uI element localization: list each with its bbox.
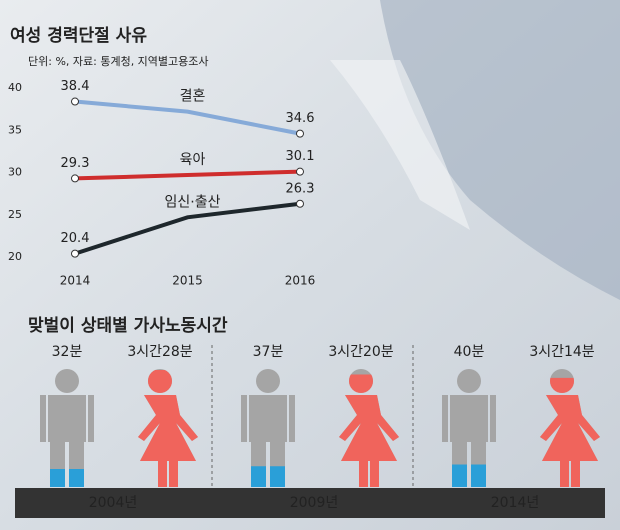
y-tick-label: 30 — [8, 166, 22, 179]
background-photo — [330, 60, 470, 230]
data-label: 29.3 — [61, 156, 90, 171]
figure-body — [452, 464, 486, 487]
x-tick-label: 2014 — [60, 274, 91, 288]
figure-fill — [138, 370, 198, 487]
figure — [241, 369, 295, 487]
figure-body — [339, 395, 399, 487]
figure-body — [50, 469, 84, 487]
value-label: 3시간14분 — [529, 344, 594, 360]
x-tick-label: 2015 — [172, 274, 203, 288]
chart-subtitle: 단위: %, 자료: 통계청, 지역별고용조사 — [28, 55, 209, 68]
figure-head — [457, 369, 481, 393]
data-label: 26.3 — [286, 181, 315, 196]
figure — [442, 369, 496, 487]
figure-head — [256, 369, 280, 393]
data-label: 34.6 — [286, 111, 315, 126]
point — [296, 199, 304, 208]
line — [74, 99, 301, 136]
point — [71, 249, 79, 258]
series-label: 임신·출산 — [165, 194, 221, 210]
figure-body — [442, 395, 496, 487]
value-label: 3시간20분 — [328, 344, 393, 360]
value-label: 37분 — [253, 344, 284, 360]
value-label: 3시간28분 — [127, 344, 192, 360]
y-tick-label: 20 — [8, 250, 22, 263]
figure — [40, 369, 94, 487]
figure-body — [138, 395, 198, 487]
figure-head — [148, 370, 172, 393]
y-tick-label: 35 — [8, 123, 22, 136]
chart-title: 맞벌이 상태별 가사노동시간 — [28, 316, 228, 336]
figure-body — [540, 395, 600, 487]
value-label: 40분 — [454, 344, 485, 360]
data-label: 38.4 — [61, 79, 90, 94]
y-tick-label: 25 — [8, 208, 22, 221]
figure-head — [349, 374, 373, 393]
year-label: 2009년 — [290, 495, 339, 511]
figure-body — [40, 395, 94, 487]
value-label: 32분 — [52, 344, 83, 360]
figure-body — [251, 466, 285, 487]
line — [74, 169, 301, 181]
figure-head — [55, 369, 79, 393]
point — [296, 129, 304, 138]
figure-fill — [50, 469, 84, 487]
point — [71, 174, 79, 183]
series-label: 육아 — [180, 152, 206, 168]
figure-fill — [452, 464, 486, 487]
point — [71, 97, 79, 106]
data-label: 20.4 — [61, 231, 90, 246]
series-label: 결혼 — [180, 89, 206, 105]
x-tick-label: 2016 — [285, 274, 316, 288]
figure-fill — [251, 466, 285, 487]
background-photo — [380, 0, 620, 300]
figure-body — [241, 395, 295, 487]
y-tick-label: 40 — [8, 81, 22, 94]
figure-fill — [540, 377, 600, 487]
point — [296, 167, 304, 176]
data-label: 30.1 — [286, 149, 315, 164]
figure-head — [550, 377, 574, 393]
year-bar — [15, 488, 605, 518]
figure-fill — [339, 374, 399, 487]
year-label: 2004년 — [89, 495, 138, 511]
year-label: 2014년 — [491, 495, 540, 511]
chart-title: 여성 경력단절 사유 — [10, 25, 147, 46]
line — [74, 201, 301, 256]
